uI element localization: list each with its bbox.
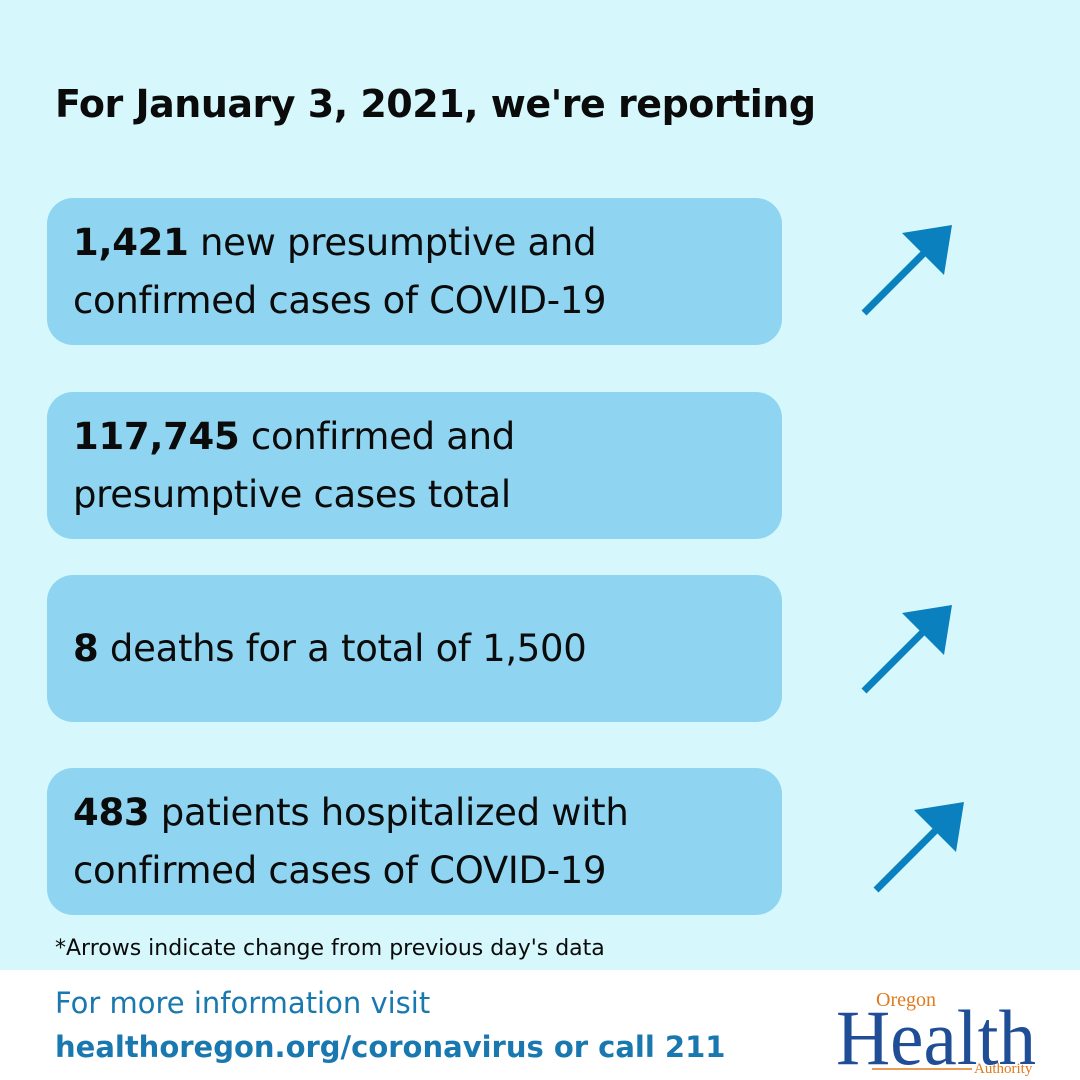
arrow-up-right-icon [861,605,952,694]
stat-label-line1: deaths for a total of 1,500 [98,626,587,670]
stat-label-line2: confirmed cases of COVID-19 [73,278,607,322]
footer-info-text: For more information visit [55,986,431,1020]
footnote: *Arrows indicate change from previous da… [55,936,605,961]
svg-text:Oregon: Oregon [876,989,936,1011]
arrow-up-right-icon [861,225,952,316]
stat-card-hospitalized: 483 patients hospitalized with confirmed… [47,768,782,915]
stat-label-line1: patients hospitalized with [149,790,629,834]
stat-text: 1,421 new presumptive and confirmed case… [73,214,607,330]
stat-text: 483 patients hospitalized with confirmed… [73,784,629,900]
stat-label-line2: presumptive cases total [73,472,511,516]
oregon-health-authority-logo: Health Oregon Authority [836,989,1036,1077]
footer-link[interactable]: healthoregon.org/coronavirus or call 211 [55,1030,726,1064]
stat-text: 117,745 confirmed and presumptive cases … [73,408,515,524]
stat-value: 483 [73,790,150,834]
svg-text:Health: Health [836,994,1036,1077]
stat-card-new-cases: 1,421 new presumptive and confirmed case… [47,198,782,345]
stat-label-line1: confirmed and [239,414,515,458]
arrow-up-right-icon [873,802,964,893]
stat-label-line2: confirmed cases of COVID-19 [73,848,607,892]
footer: For more information visit healthoregon.… [0,970,1080,1080]
stat-value: 117,745 [73,414,240,458]
svg-text:Authority: Authority [974,1061,1033,1077]
stat-value: 8 [73,626,99,670]
stat-card-deaths: 8 deaths for a total of 1,500 [47,575,782,722]
stat-label-line1: new presumptive and [188,220,597,264]
stat-card-total-cases: 117,745 confirmed and presumptive cases … [47,392,782,539]
stat-text: 8 deaths for a total of 1,500 [73,620,587,678]
page-title: For January 3, 2021, we're reporting [55,82,816,126]
stat-value: 1,421 [73,220,189,264]
